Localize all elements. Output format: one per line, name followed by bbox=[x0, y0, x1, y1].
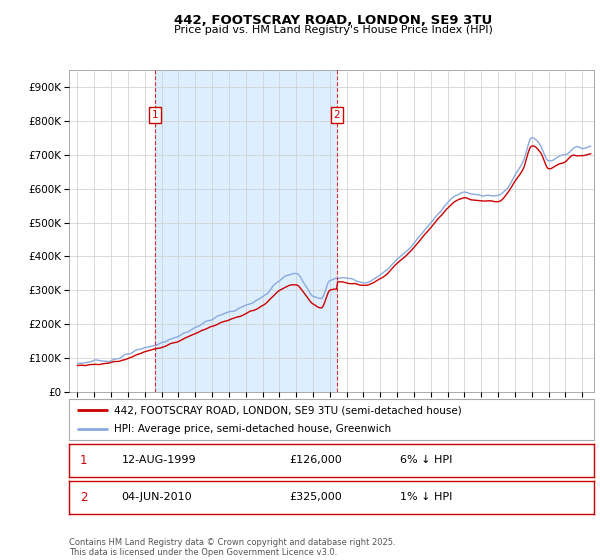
Text: 1: 1 bbox=[152, 110, 158, 120]
Text: 442, FOOTSCRAY ROAD, LONDON, SE9 3TU: 442, FOOTSCRAY ROAD, LONDON, SE9 3TU bbox=[174, 14, 492, 27]
Bar bbox=[155, 70, 337, 392]
Text: £126,000: £126,000 bbox=[290, 455, 342, 465]
Text: Contains HM Land Registry data © Crown copyright and database right 2025.
This d: Contains HM Land Registry data © Crown c… bbox=[69, 538, 395, 557]
Text: 2: 2 bbox=[334, 110, 340, 120]
Text: 442, FOOTSCRAY ROAD, LONDON, SE9 3TU (semi-detached house): 442, FOOTSCRAY ROAD, LONDON, SE9 3TU (se… bbox=[113, 405, 461, 415]
Text: 6% ↓ HPI: 6% ↓ HPI bbox=[400, 455, 452, 465]
Text: 1: 1 bbox=[80, 454, 88, 467]
Text: £325,000: £325,000 bbox=[290, 492, 342, 502]
Text: Price paid vs. HM Land Registry's House Price Index (HPI): Price paid vs. HM Land Registry's House … bbox=[173, 25, 493, 35]
Text: HPI: Average price, semi-detached house, Greenwich: HPI: Average price, semi-detached house,… bbox=[113, 424, 391, 433]
Text: 2: 2 bbox=[80, 491, 88, 504]
Text: 12-AUG-1999: 12-AUG-1999 bbox=[121, 455, 196, 465]
Text: 04-JUN-2010: 04-JUN-2010 bbox=[121, 492, 192, 502]
Text: 1% ↓ HPI: 1% ↓ HPI bbox=[400, 492, 452, 502]
